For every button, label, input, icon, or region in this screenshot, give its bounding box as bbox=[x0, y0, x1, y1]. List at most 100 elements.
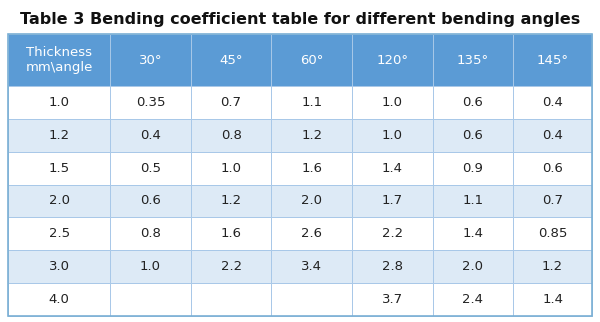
Text: 0.4: 0.4 bbox=[542, 129, 563, 142]
Text: 45°: 45° bbox=[220, 53, 243, 67]
Bar bbox=[352, 86, 433, 119]
Bar bbox=[8, 217, 110, 250]
Text: 1.0: 1.0 bbox=[221, 162, 242, 175]
Text: 2.0: 2.0 bbox=[49, 194, 70, 207]
Text: 0.6: 0.6 bbox=[140, 194, 161, 207]
Bar bbox=[433, 119, 513, 152]
Bar bbox=[271, 217, 352, 250]
Bar bbox=[271, 250, 352, 283]
Text: 1.0: 1.0 bbox=[382, 96, 403, 109]
Bar bbox=[8, 283, 110, 316]
Bar bbox=[110, 119, 191, 152]
Bar bbox=[513, 119, 592, 152]
Text: 2.0: 2.0 bbox=[301, 194, 322, 207]
Text: 0.7: 0.7 bbox=[542, 194, 563, 207]
Text: 1.1: 1.1 bbox=[301, 96, 322, 109]
Bar bbox=[433, 152, 513, 185]
Bar bbox=[8, 34, 110, 86]
Bar bbox=[513, 34, 592, 86]
Bar bbox=[513, 283, 592, 316]
Text: 2.4: 2.4 bbox=[463, 293, 484, 306]
Text: 1.4: 1.4 bbox=[463, 227, 484, 240]
Bar bbox=[433, 250, 513, 283]
Text: 1.0: 1.0 bbox=[382, 129, 403, 142]
Bar bbox=[8, 86, 110, 119]
Text: 0.4: 0.4 bbox=[140, 129, 161, 142]
Text: 1.7: 1.7 bbox=[382, 194, 403, 207]
Text: 1.5: 1.5 bbox=[49, 162, 70, 175]
Text: Table 3 Bending coefficient table for different bending angles: Table 3 Bending coefficient table for di… bbox=[20, 12, 580, 27]
Bar bbox=[271, 119, 352, 152]
Bar bbox=[271, 86, 352, 119]
Text: 1.6: 1.6 bbox=[301, 162, 322, 175]
Text: 60°: 60° bbox=[300, 53, 323, 67]
Bar bbox=[8, 119, 110, 152]
Bar bbox=[8, 250, 110, 283]
Bar bbox=[271, 283, 352, 316]
Bar bbox=[352, 34, 433, 86]
Bar bbox=[433, 185, 513, 217]
Bar bbox=[191, 283, 271, 316]
Text: 145°: 145° bbox=[536, 53, 569, 67]
Bar bbox=[352, 217, 433, 250]
Text: 2.6: 2.6 bbox=[301, 227, 322, 240]
Bar bbox=[191, 34, 271, 86]
Bar bbox=[110, 283, 191, 316]
Bar bbox=[191, 217, 271, 250]
Bar bbox=[110, 34, 191, 86]
Bar bbox=[433, 86, 513, 119]
Text: 2.8: 2.8 bbox=[382, 260, 403, 273]
Bar bbox=[433, 34, 513, 86]
Bar bbox=[271, 152, 352, 185]
Text: 0.35: 0.35 bbox=[136, 96, 165, 109]
Text: 3.0: 3.0 bbox=[49, 260, 70, 273]
Bar bbox=[352, 152, 433, 185]
Text: 2.2: 2.2 bbox=[221, 260, 242, 273]
Text: 1.4: 1.4 bbox=[382, 162, 403, 175]
Text: 2.5: 2.5 bbox=[49, 227, 70, 240]
Text: 2.2: 2.2 bbox=[382, 227, 403, 240]
Bar bbox=[8, 34, 592, 316]
Text: 0.8: 0.8 bbox=[140, 227, 161, 240]
Text: Thickness
mm\angle: Thickness mm\angle bbox=[25, 46, 93, 74]
Text: 0.4: 0.4 bbox=[542, 96, 563, 109]
Text: 1.1: 1.1 bbox=[463, 194, 484, 207]
Bar bbox=[271, 34, 352, 86]
Bar bbox=[110, 86, 191, 119]
Text: 0.5: 0.5 bbox=[140, 162, 161, 175]
Bar bbox=[110, 250, 191, 283]
Text: 0.8: 0.8 bbox=[221, 129, 242, 142]
Bar bbox=[513, 86, 592, 119]
Text: 0.9: 0.9 bbox=[463, 162, 484, 175]
Text: 0.7: 0.7 bbox=[221, 96, 242, 109]
Bar bbox=[191, 119, 271, 152]
Text: 30°: 30° bbox=[139, 53, 162, 67]
Text: 1.2: 1.2 bbox=[49, 129, 70, 142]
Text: 3.4: 3.4 bbox=[301, 260, 322, 273]
Bar bbox=[8, 152, 110, 185]
Bar bbox=[191, 152, 271, 185]
Bar bbox=[110, 217, 191, 250]
Bar bbox=[433, 283, 513, 316]
Text: 1.4: 1.4 bbox=[542, 293, 563, 306]
Bar bbox=[513, 152, 592, 185]
Bar bbox=[513, 217, 592, 250]
Bar bbox=[8, 185, 110, 217]
Text: 0.85: 0.85 bbox=[538, 227, 567, 240]
Bar bbox=[191, 86, 271, 119]
Text: 0.6: 0.6 bbox=[463, 129, 484, 142]
Bar bbox=[271, 185, 352, 217]
Bar bbox=[352, 250, 433, 283]
Text: 1.2: 1.2 bbox=[542, 260, 563, 273]
Bar bbox=[513, 250, 592, 283]
Text: 1.6: 1.6 bbox=[221, 227, 242, 240]
Text: 0.6: 0.6 bbox=[542, 162, 563, 175]
Text: 135°: 135° bbox=[457, 53, 489, 67]
Bar bbox=[191, 250, 271, 283]
Bar bbox=[433, 217, 513, 250]
Bar bbox=[352, 185, 433, 217]
Bar bbox=[352, 119, 433, 152]
Bar bbox=[191, 185, 271, 217]
Text: 0.6: 0.6 bbox=[463, 96, 484, 109]
Text: 4.0: 4.0 bbox=[49, 293, 70, 306]
